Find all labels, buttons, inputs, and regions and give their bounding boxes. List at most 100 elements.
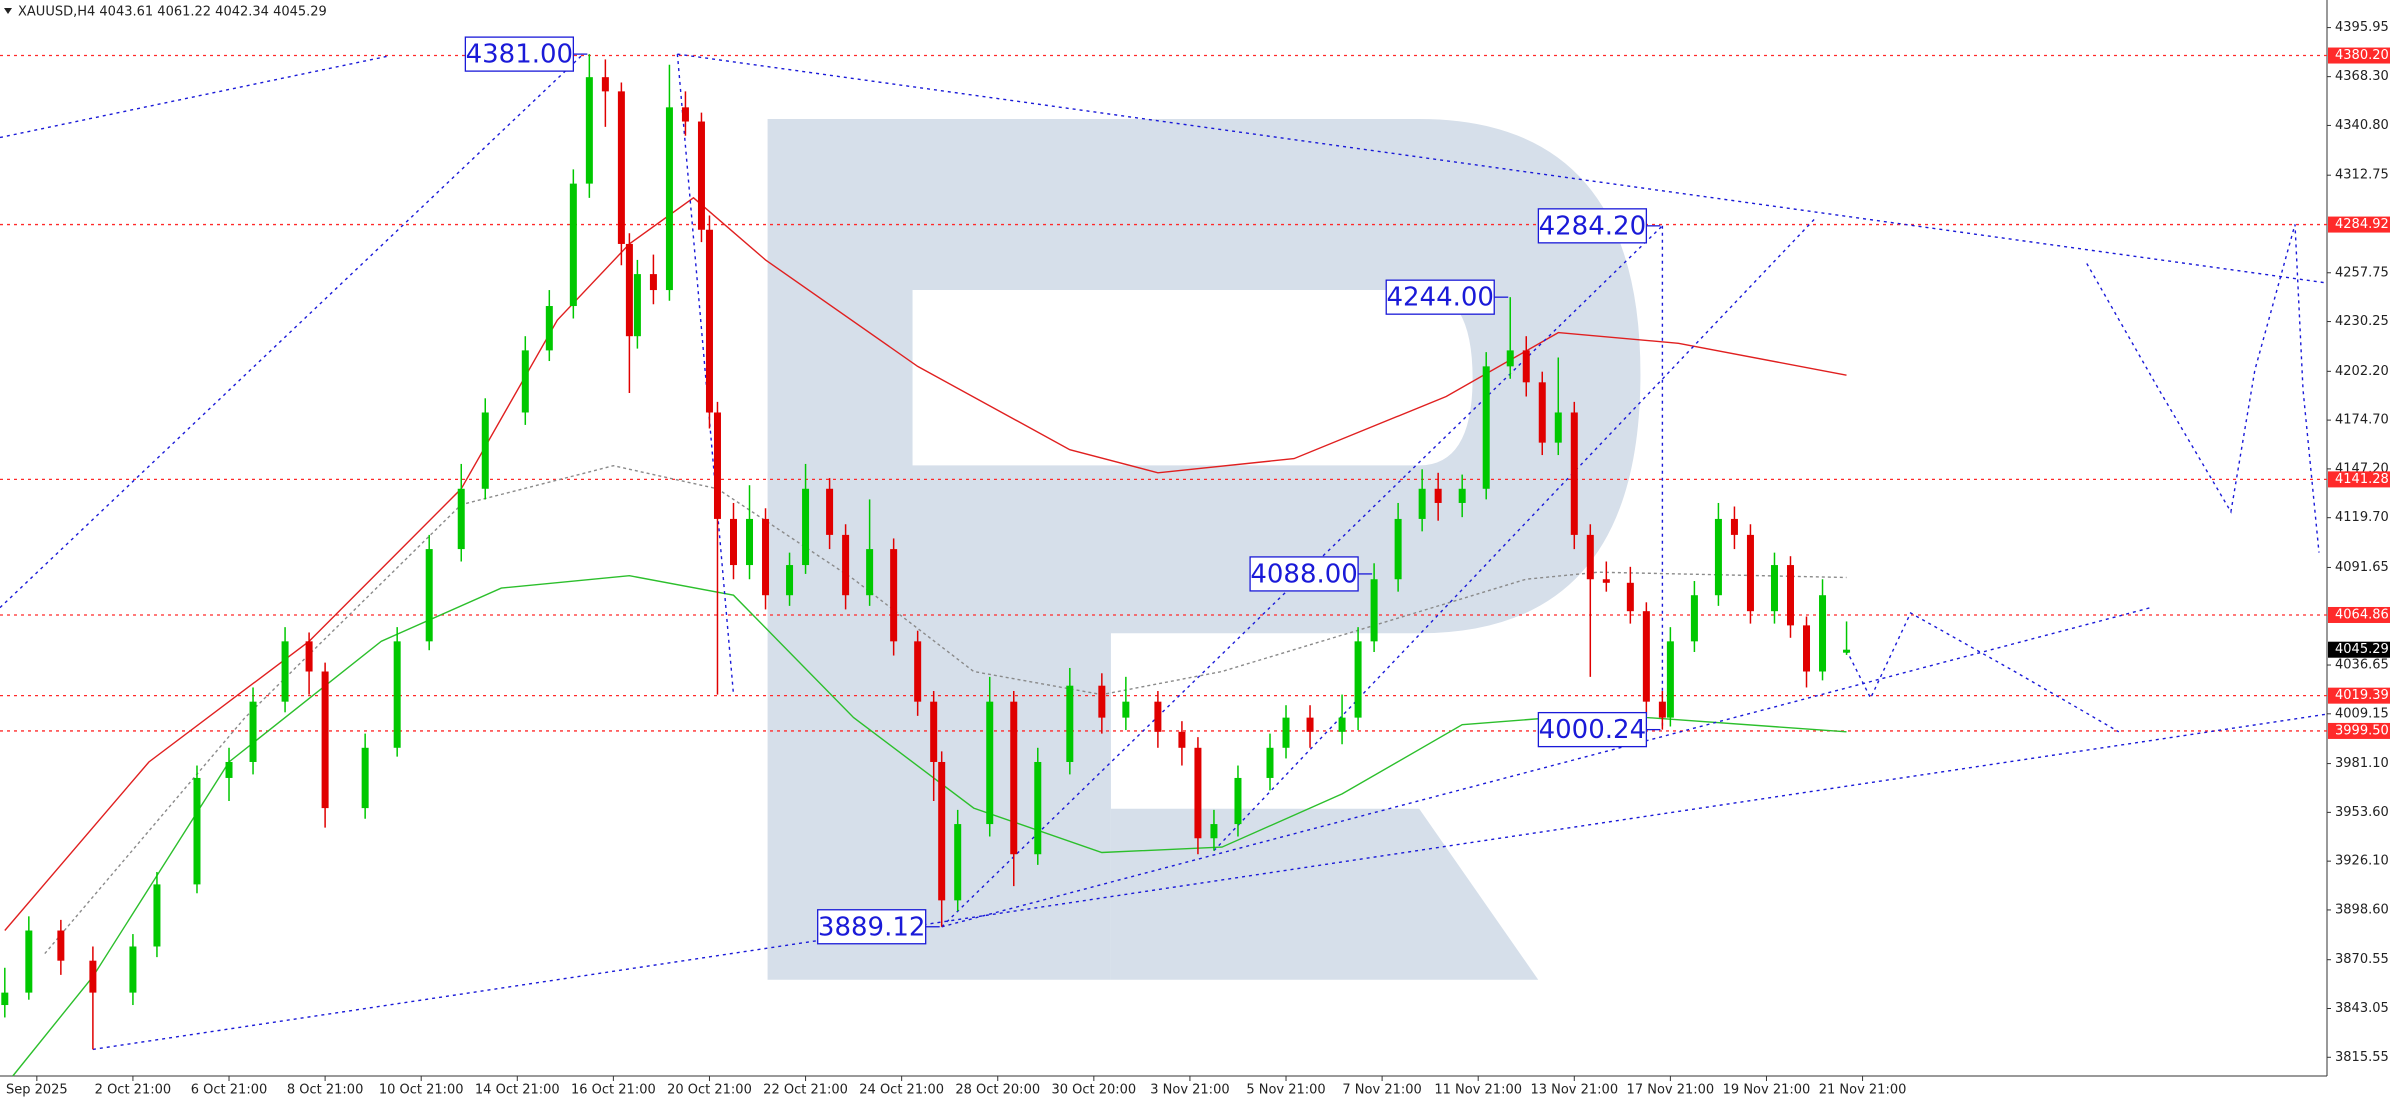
candle-body xyxy=(617,91,625,244)
candle-body xyxy=(930,701,938,762)
x-tick-label: 2 Oct 21:00 xyxy=(95,1083,171,1098)
watermark xyxy=(767,119,1641,980)
candle-body xyxy=(1034,761,1042,855)
annotation: 4381.00 xyxy=(464,36,588,72)
x-tick-label: 5 Nov 21:00 xyxy=(1246,1083,1325,1098)
candle-body xyxy=(665,107,673,291)
y-tick-label: 4174.70 xyxy=(2335,413,2389,428)
level-label: 4141.28 xyxy=(2335,472,2389,487)
candle-body xyxy=(1354,641,1362,718)
annotation: 4244.00 xyxy=(1385,279,1509,315)
annotation-box xyxy=(1249,556,1359,592)
candle-body xyxy=(1066,685,1074,762)
candle-body xyxy=(1522,350,1530,383)
candle-body xyxy=(697,121,705,230)
y-tick-label: 3815.55 xyxy=(2335,1050,2389,1065)
candle-body xyxy=(1786,565,1794,626)
y-tick-label: 3870.55 xyxy=(2335,952,2389,967)
price-axis-bg xyxy=(2327,0,2390,1100)
candle-body xyxy=(842,534,850,596)
y-tick-label: 4395.95 xyxy=(2335,20,2389,35)
candle-body xyxy=(321,671,329,809)
annotation: 4088.00 xyxy=(1249,556,1373,592)
candle-body xyxy=(826,488,834,535)
candle-body xyxy=(729,518,737,566)
candle-body xyxy=(1154,701,1162,732)
candle-body xyxy=(1394,518,1402,580)
chart-header: XAUUSD,H4 4043.61 4061.22 4042.34 4045.2… xyxy=(18,5,327,20)
candle-body xyxy=(361,747,369,809)
x-tick-label: 28 Oct 20:00 xyxy=(955,1083,1040,1098)
candle-body xyxy=(866,549,874,596)
x-tick-label: Sep 2025 xyxy=(6,1083,68,1098)
candle-body xyxy=(521,350,529,413)
candle-body xyxy=(225,761,233,778)
annotation-label: 4284.20 xyxy=(1539,211,1647,241)
x-tick-label: 11 Nov 21:00 xyxy=(1434,1083,1522,1098)
annotation-label: 4381.00 xyxy=(466,40,574,70)
trendline xyxy=(1213,218,1816,852)
x-tick-label: 17 Nov 21:00 xyxy=(1627,1083,1715,1098)
annotation-box xyxy=(817,909,927,945)
candle-body xyxy=(1418,488,1426,519)
candle-body xyxy=(281,641,289,702)
annotation-label: 4088.00 xyxy=(1250,559,1358,589)
candle-body xyxy=(802,488,810,566)
candle-body xyxy=(1266,747,1274,778)
candle-body xyxy=(649,274,657,291)
level-label: 3999.50 xyxy=(2335,723,2389,738)
candle-body xyxy=(25,930,33,993)
candle-body xyxy=(601,77,609,92)
candle-body xyxy=(1626,582,1634,612)
x-tick-label: 7 Nov 21:00 xyxy=(1342,1083,1421,1098)
y-tick-label: 4368.30 xyxy=(2335,69,2389,84)
candle-body xyxy=(746,518,754,566)
watermark-leg xyxy=(1110,808,1539,980)
y-tick-label: 4340.80 xyxy=(2335,118,2389,133)
x-tick-label: 21 Nov 21:00 xyxy=(1819,1083,1907,1098)
trendline xyxy=(0,55,390,139)
annotation-label: 4244.00 xyxy=(1386,283,1494,313)
x-tick-label: 14 Oct 21:00 xyxy=(475,1083,560,1098)
level-label-bg xyxy=(2328,722,2390,739)
candle-body xyxy=(569,183,577,307)
annotation-box xyxy=(1385,279,1495,315)
candle-body xyxy=(914,641,922,702)
trendline xyxy=(1845,612,2120,733)
candle-body xyxy=(986,701,994,825)
candle-body xyxy=(1819,595,1827,672)
current-price-label: 4045.29 xyxy=(2335,642,2389,657)
level-label-bg xyxy=(2328,47,2390,64)
y-tick-label: 4036.65 xyxy=(2335,658,2389,673)
candle-body xyxy=(1730,518,1738,535)
level-label: 4284.92 xyxy=(2335,217,2389,232)
candle-body xyxy=(762,518,770,596)
y-tick-label: 3898.60 xyxy=(2335,902,2389,917)
x-tick-label: 20 Oct 21:00 xyxy=(667,1083,752,1098)
annotation-label: 4000.24 xyxy=(1539,715,1647,745)
candle-body xyxy=(1282,717,1290,748)
candle-body xyxy=(681,107,689,122)
x-tick-label: 10 Oct 21:00 xyxy=(379,1083,464,1098)
y-tick-label: 4202.20 xyxy=(2335,364,2389,379)
level-label: 4064.86 xyxy=(2335,607,2389,622)
candle-body xyxy=(1434,488,1442,503)
header-arrow xyxy=(4,8,12,14)
trendline xyxy=(677,53,2328,284)
annotation: 4000.24 xyxy=(1537,711,1661,748)
trendline xyxy=(676,54,735,695)
candle-body xyxy=(1306,717,1314,732)
candle-body xyxy=(393,641,401,748)
trendline xyxy=(941,606,2151,928)
candle-body xyxy=(1803,625,1811,672)
moving-average xyxy=(12,574,1847,1077)
level-label-bg xyxy=(2328,606,2390,623)
y-tick-label: 4009.15 xyxy=(2335,706,2389,721)
candle-body xyxy=(1178,731,1186,748)
candle-body xyxy=(89,960,97,993)
candle-body xyxy=(585,77,593,184)
candle-body xyxy=(1554,412,1562,443)
candle-body xyxy=(1666,641,1674,718)
candle-body xyxy=(1210,824,1218,839)
